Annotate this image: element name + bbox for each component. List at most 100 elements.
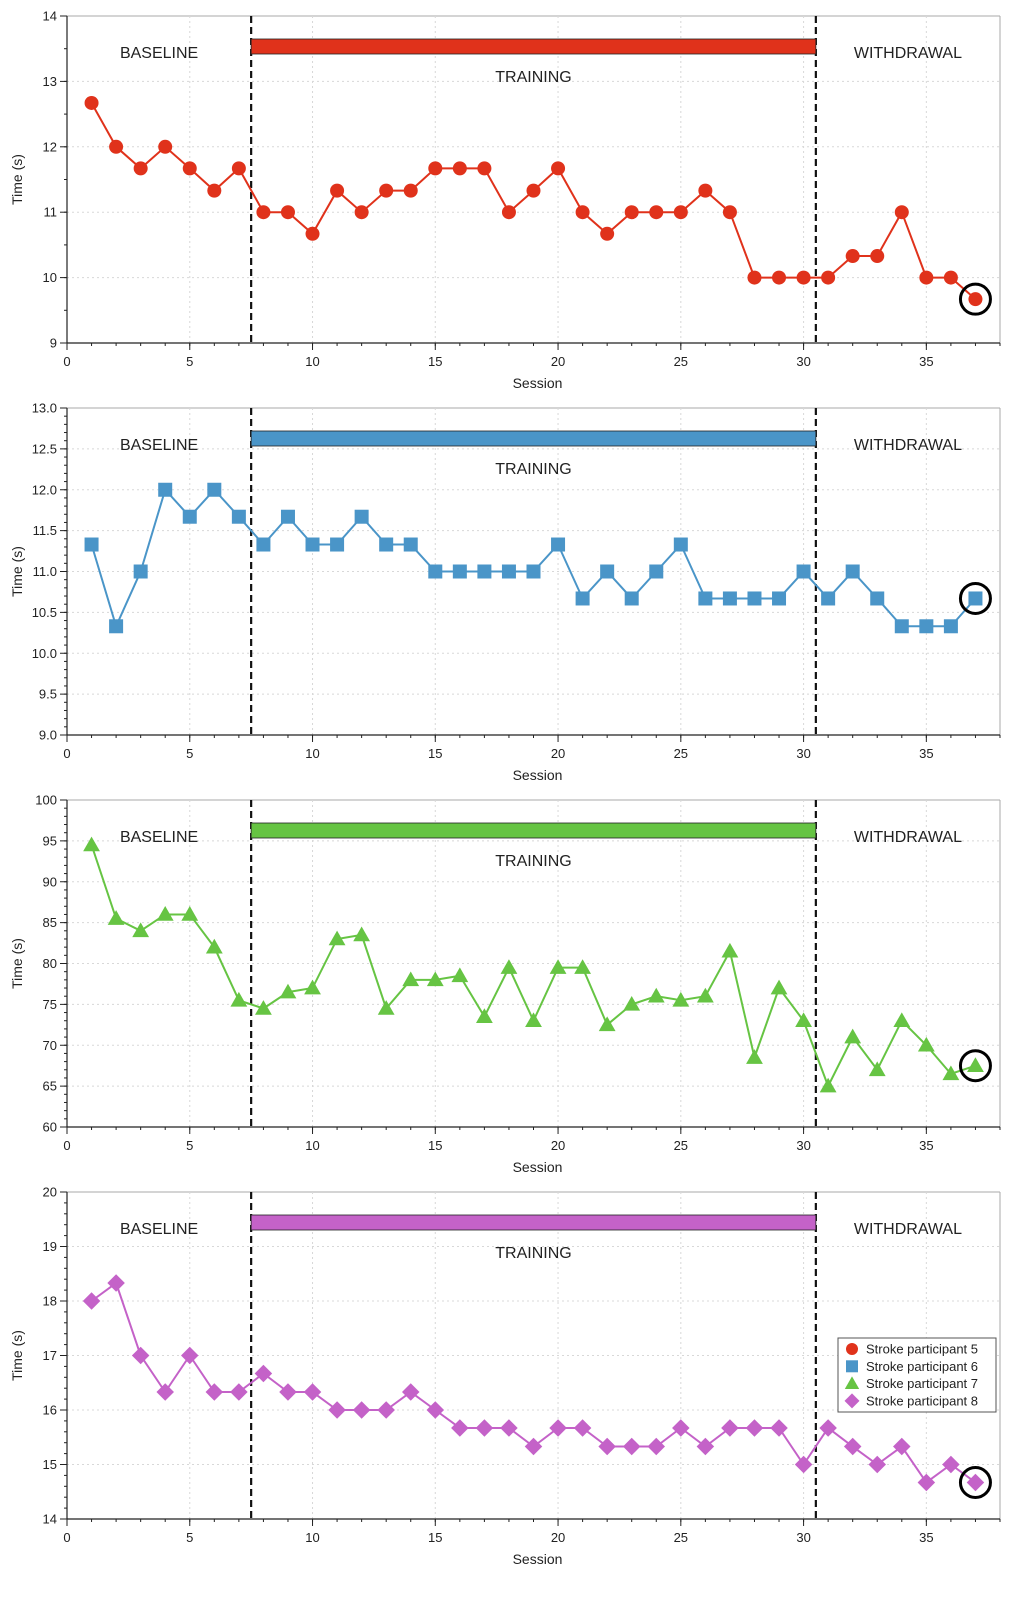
x-tick-label: 10 — [305, 1138, 319, 1153]
data-point — [158, 139, 173, 154]
x-tick-label: 20 — [551, 1530, 565, 1545]
y-tick-label: 11.0 — [33, 564, 57, 579]
data-point — [500, 959, 518, 974]
y-tick-label: 11.5 — [33, 523, 57, 538]
panel-2: 9.0 9.5 10.0 10.5 11.0 11.5 12.0 12.5 13.0 0 5 10 15… — [9, 401, 1001, 783]
highlight-ring — [958, 282, 992, 316]
legend-marker — [844, 1393, 860, 1409]
data-point — [305, 226, 320, 241]
data-point — [795, 1012, 812, 1028]
data-point — [919, 619, 934, 634]
data-point — [230, 991, 248, 1007]
data-point — [377, 1000, 395, 1015]
data-point — [598, 1437, 616, 1456]
data-point — [279, 1383, 297, 1401]
data-point — [475, 1008, 493, 1023]
data-point — [870, 591, 885, 606]
y-tick-label: 70 — [43, 1038, 57, 1053]
data-point — [452, 161, 467, 176]
series-line — [90, 487, 977, 630]
x-tick-label: 25 — [674, 1530, 688, 1545]
data-point — [109, 139, 124, 154]
legend-label: Stroke participant 5 — [866, 1342, 978, 1357]
data-point — [403, 183, 418, 198]
data-point — [968, 591, 983, 606]
data-point — [722, 591, 737, 606]
data-point — [303, 1383, 322, 1401]
x-tick-label: 20 — [551, 354, 565, 369]
y-tick-label: 65 — [43, 1079, 57, 1094]
data-point — [256, 537, 271, 552]
data-point — [83, 836, 100, 852]
data-point — [870, 249, 885, 264]
data-point — [624, 591, 639, 606]
data-point — [158, 482, 173, 497]
data-point — [794, 1455, 813, 1474]
data-point — [452, 564, 467, 579]
data-point — [649, 564, 664, 579]
data-point — [721, 942, 739, 958]
data-point — [943, 619, 958, 634]
data-point — [426, 971, 444, 987]
data-point — [845, 249, 860, 264]
data-point — [821, 270, 836, 285]
data-point — [379, 537, 394, 552]
y-tick-label: 14 — [43, 1512, 57, 1527]
data-point — [745, 1419, 764, 1437]
data-point — [354, 205, 369, 220]
data-point — [501, 564, 516, 579]
data-point — [451, 1419, 469, 1437]
x-tick-label: 30 — [796, 354, 810, 369]
y-tick-label: 60 — [43, 1120, 57, 1135]
data-point — [131, 1346, 150, 1365]
data-point — [205, 938, 223, 954]
x-tick-label: 35 — [919, 746, 933, 761]
x-tick-label: 30 — [796, 1138, 810, 1153]
data-point — [770, 1419, 788, 1437]
data-point — [181, 1346, 199, 1365]
data-point — [426, 1401, 445, 1419]
x-axis-label: Session — [513, 375, 563, 391]
data-point — [551, 161, 566, 176]
data-point — [501, 205, 516, 220]
x-tick-label: 15 — [428, 746, 442, 761]
highlight-ring — [958, 1049, 992, 1083]
y-tick-label: 13 — [43, 74, 57, 89]
data-point — [525, 1012, 542, 1028]
data-point — [549, 1419, 567, 1437]
data-point — [84, 95, 99, 110]
training-bar — [250, 38, 817, 55]
y-tick-label: 9.5 — [39, 687, 57, 702]
data-point — [84, 537, 99, 552]
y-tick-label: 100 — [35, 793, 57, 808]
data-point — [230, 1383, 248, 1401]
withdrawal-label: WITHDRAWAL — [854, 1221, 962, 1238]
withdrawal-label: WITHDRAWAL — [854, 829, 962, 846]
data-point — [156, 906, 174, 921]
data-point — [182, 161, 197, 176]
x-tick-label: 30 — [796, 1530, 810, 1545]
data-point — [255, 1000, 272, 1015]
panel-4: 14 15 16 17 18 19 20 0 5 10 15 20 25 30 35 Session Time … — [9, 1185, 1001, 1567]
y-tick-label: 85 — [43, 915, 57, 930]
highlight-ring — [958, 581, 992, 615]
y-tick-label: 20 — [43, 1185, 57, 1200]
data-point — [917, 1473, 936, 1492]
data-point — [819, 1419, 837, 1437]
data-point — [256, 205, 271, 220]
panel-3: 60 65 70 75 80 85 90 95 100 0 5 10 15 20 25 30 35 Session… — [9, 793, 1001, 1175]
x-tick-label: 0 — [63, 1138, 70, 1153]
data-point — [526, 183, 541, 198]
data-point — [305, 537, 320, 552]
legend-box — [837, 1337, 997, 1413]
data-point — [231, 161, 246, 176]
x-tick-label: 5 — [186, 746, 193, 761]
data-point — [942, 1455, 960, 1474]
data-point — [254, 1364, 273, 1383]
data-point — [403, 537, 418, 552]
training-label: TRAINING — [495, 853, 571, 870]
data-point — [600, 564, 615, 579]
y-tick-label: 19 — [43, 1239, 57, 1254]
training-label: TRAINING — [495, 461, 571, 478]
y-tick-label: 14 — [43, 9, 57, 24]
